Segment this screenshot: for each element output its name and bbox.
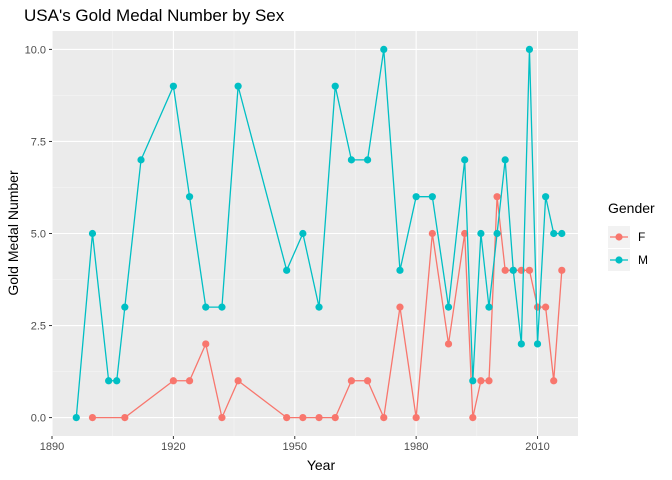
data-point-F: [299, 413, 307, 422]
legend-item-M: M: [608, 249, 648, 271]
data-point-M: [550, 229, 558, 238]
legend-key-point: [615, 256, 623, 264]
data-point-M: [121, 303, 129, 311]
y-tick-label: 5.0: [31, 229, 46, 241]
data-point-M: [477, 229, 485, 238]
y-tick-label: 2.5: [31, 321, 46, 333]
data-point-F: [185, 377, 194, 385]
series-layer: [72, 45, 566, 422]
data-point-F: [364, 377, 372, 385]
y-tick-label: 0.0: [31, 413, 46, 425]
data-point-F: [234, 377, 242, 385]
data-point-F: [493, 193, 501, 201]
data-point-M: [137, 156, 145, 164]
data-point-F: [121, 413, 129, 422]
x-tick-label: 1890: [40, 441, 64, 453]
data-point-F: [461, 229, 469, 238]
data-point-M: [533, 340, 542, 348]
x-tick-label: 2010: [525, 441, 549, 453]
data-point-M: [88, 229, 97, 238]
data-point-M: [218, 303, 226, 311]
y-tick-label: 7.5: [31, 136, 46, 148]
data-point-M: [558, 229, 566, 238]
data-point-M: [364, 156, 372, 164]
data-point-F: [347, 377, 356, 385]
data-point-M: [234, 82, 242, 90]
data-point-F: [380, 413, 388, 422]
data-point-M: [517, 340, 525, 348]
data-point-F: [558, 266, 566, 274]
data-point-M: [485, 303, 493, 311]
data-point-F: [218, 413, 226, 422]
data-point-M: [202, 303, 210, 311]
chart-title: USA's Gold Medal Number by Sex: [24, 6, 285, 25]
data-point-F: [485, 377, 493, 385]
data-point-M: [461, 156, 469, 164]
x-axis: 1890 1920 1950 1980 2010: [40, 436, 550, 453]
data-point-M: [331, 82, 339, 90]
data-point-F: [412, 413, 420, 422]
y-tick-label: 10.0: [25, 44, 46, 56]
data-point-M: [72, 413, 80, 422]
data-point-F: [469, 413, 477, 422]
data-point-M: [428, 193, 436, 201]
y-axis: 0.0 2.5 5.0 7.5 10.0: [25, 44, 52, 425]
data-point-F: [444, 340, 453, 348]
legend-title: Gender: [608, 200, 655, 216]
data-point-M: [396, 266, 404, 274]
data-point-F: [283, 413, 291, 422]
data-point-F: [542, 303, 550, 311]
data-point-F: [550, 377, 558, 385]
data-point-M: [509, 266, 517, 274]
series-F: [88, 193, 566, 422]
data-point-M: [493, 229, 501, 238]
data-point-M: [542, 193, 550, 201]
x-tick-label: 1920: [161, 441, 185, 453]
data-point-M: [347, 156, 356, 164]
data-point-M: [169, 82, 177, 90]
data-point-M: [299, 229, 307, 238]
data-point-M: [105, 377, 113, 385]
data-point-F: [331, 413, 339, 422]
data-point-F: [396, 303, 404, 311]
legend-key-point: [615, 233, 623, 241]
data-point-F: [88, 413, 97, 422]
data-point-F: [525, 266, 534, 274]
data-point-M: [525, 45, 534, 54]
data-point-M: [380, 45, 388, 54]
data-point-F: [501, 266, 509, 274]
data-point-F: [202, 340, 210, 348]
data-point-M: [113, 377, 121, 385]
data-point-F: [477, 377, 485, 385]
data-point-F: [169, 377, 177, 385]
data-point-M: [315, 303, 323, 311]
data-point-M: [501, 156, 509, 164]
data-point-F: [315, 413, 323, 422]
data-point-F: [428, 229, 436, 238]
series-M: [72, 45, 566, 422]
x-tick-label: 1950: [283, 441, 307, 453]
x-axis-title: Year: [307, 457, 336, 473]
legend: Gender FM: [608, 200, 655, 271]
legend-item-F: F: [608, 226, 645, 248]
x-tick-label: 1980: [404, 441, 428, 453]
data-point-M: [412, 193, 420, 201]
data-point-M: [444, 303, 453, 311]
legend-label: F: [638, 230, 645, 244]
data-point-M: [283, 266, 291, 274]
legend-label: M: [638, 253, 648, 267]
data-point-M: [469, 377, 477, 385]
data-point-M: [185, 193, 194, 201]
y-axis-title: Gold Medal Number: [5, 170, 21, 296]
